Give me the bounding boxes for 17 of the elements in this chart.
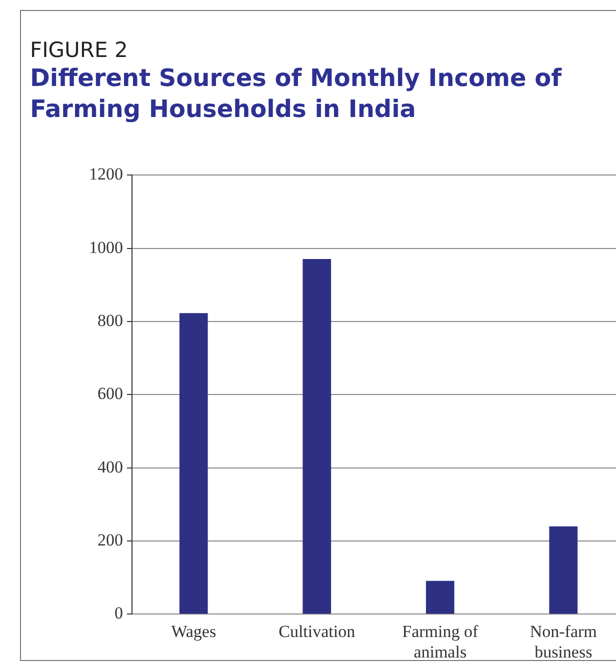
y-tick-label: 800 bbox=[98, 311, 123, 330]
chart-title: Different Sources of Monthly Income of Farming Households in India bbox=[30, 63, 563, 125]
y-tick-label: 1000 bbox=[89, 238, 123, 257]
bar bbox=[179, 313, 208, 614]
x-tick-label: Non-farm business bbox=[530, 622, 597, 662]
x-tick-label: Cultivation bbox=[278, 622, 356, 641]
y-tick-label: 1200 bbox=[89, 164, 123, 184]
bar bbox=[302, 258, 332, 614]
y-tick-label: 600 bbox=[98, 384, 123, 404]
bar bbox=[426, 580, 454, 614]
caption: FIGURE 2 bbox=[30, 37, 129, 63]
y-tick-label: 200 bbox=[98, 530, 123, 550]
x-tick-label: Wages bbox=[171, 622, 216, 641]
y-tick-label: 0 bbox=[114, 604, 123, 623]
x-tick-label: Farming of animals bbox=[402, 622, 478, 662]
bar bbox=[549, 526, 578, 614]
y-tick-label: 400 bbox=[98, 457, 123, 476]
